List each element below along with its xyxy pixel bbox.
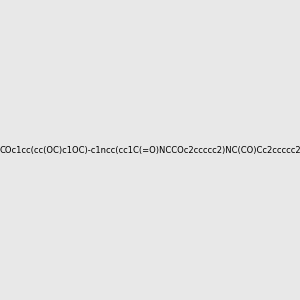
- Text: COc1cc(cc(OC)c1OC)-c1ncc(cc1C(=O)NCCOc2ccccc2)NC(CO)Cc2ccccc2: COc1cc(cc(OC)c1OC)-c1ncc(cc1C(=O)NCCOc2c…: [0, 146, 300, 154]
